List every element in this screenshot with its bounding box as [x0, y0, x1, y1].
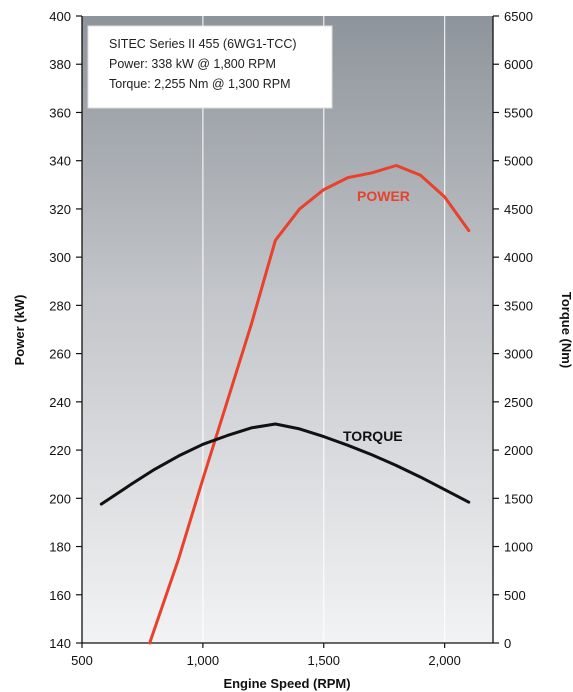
y-left-tick-label: 280: [49, 298, 71, 313]
power-series-label: POWER: [357, 188, 410, 204]
y-left-tick-label: 160: [49, 588, 71, 603]
info-box-background: [87, 25, 333, 109]
info-box: SITEC Series II 455 (6WG1-TCC) Power: 33…: [87, 25, 333, 109]
y-right-tick-label: 1000: [504, 540, 533, 555]
y-right-tick-label: 3500: [504, 298, 533, 313]
y-right-tick-label: 6500: [504, 9, 533, 24]
grid-layer: [202, 16, 446, 643]
y-right-tick-label: 6000: [504, 57, 533, 72]
y-right-tick-label: 2000: [504, 443, 533, 458]
y-left-tick-label: 260: [49, 347, 71, 362]
y-right-tick-label: 500: [504, 588, 526, 603]
plot-area: [82, 16, 493, 643]
y-left-tick-label: 200: [49, 491, 71, 506]
x-tick-label: 500: [71, 653, 93, 668]
torque-series-line: [99, 422, 471, 506]
y-left-tick-label: 360: [49, 105, 71, 120]
y-left-tick-label: 380: [49, 57, 71, 72]
x-tick-label: 1,500: [307, 653, 340, 668]
y-left-tick-label: 140: [49, 636, 71, 651]
y-right-tick-label: 1500: [504, 491, 533, 506]
y-left-tick-label: 240: [49, 395, 71, 410]
series-layer: [99, 164, 471, 645]
y-axis-left-title: Power (kW): [12, 295, 27, 366]
y-left-tick-label: 340: [49, 154, 71, 169]
y-right-tick-label: 2500: [504, 395, 533, 410]
y-left-tick-label: 220: [49, 443, 71, 458]
info-box-line-1: SITEC Series II 455 (6WG1-TCC): [109, 37, 297, 51]
y-left-tick-label: 180: [49, 540, 71, 555]
info-box-line-3: Torque: 2,255 Nm @ 1,300 RPM: [109, 77, 291, 91]
y-right-tick-label: 4000: [504, 250, 533, 265]
info-box-line-2: Power: 338 kW @ 1,800 RPM: [109, 57, 276, 71]
y-right-tick-label: 5500: [504, 105, 533, 120]
x-tick-label: 1,000: [187, 653, 220, 668]
y-left-tick-label: 300: [49, 250, 71, 265]
torque-series-label: TORQUE: [343, 428, 403, 444]
x-axis-title: Engine Speed (RPM): [223, 676, 350, 691]
y-right-tick-label: 3000: [504, 347, 533, 362]
y-left-tick-label: 400: [49, 9, 71, 24]
y-axis-right-title: Torque (Nm): [559, 292, 573, 368]
power-series-line: [148, 164, 471, 645]
y-right-tick-label: 5000: [504, 154, 533, 169]
y-right-tick-label: 4500: [504, 202, 533, 217]
x-tick-label: 2,000: [428, 653, 461, 668]
y-right-tick-label: 0: [504, 636, 511, 651]
y-left-tick-label: 320: [49, 202, 71, 217]
